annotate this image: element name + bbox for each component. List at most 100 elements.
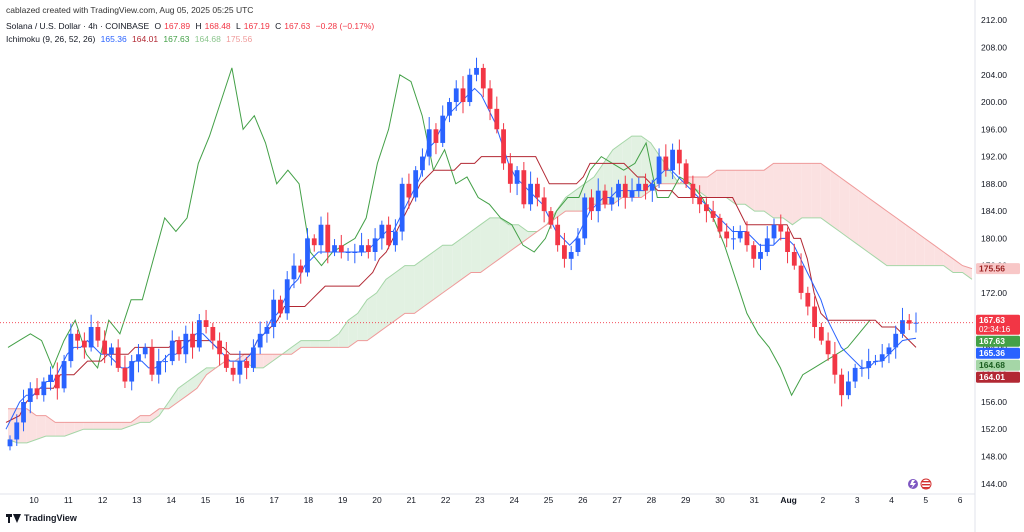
cloud-segment — [499, 217, 509, 259]
candle-body — [609, 197, 615, 205]
candle-body — [34, 388, 40, 396]
candle-body — [758, 252, 763, 259]
cloud-segment — [414, 258, 424, 314]
candle-body — [731, 238, 736, 240]
candle-body — [480, 67, 486, 89]
candle-body — [190, 333, 195, 348]
candle-body — [873, 361, 878, 363]
lagging-span-line — [7, 67, 871, 397]
price-label-value: 167.63 — [979, 336, 1005, 346]
candle-body — [649, 183, 655, 191]
candle-body — [129, 361, 135, 382]
candle-body — [217, 340, 222, 355]
x-tick-label: 13 — [132, 495, 142, 505]
cloud-segment — [471, 224, 481, 273]
price-label-box — [976, 314, 1020, 335]
cloud-segment — [707, 170, 717, 198]
candle-body — [183, 333, 189, 355]
candle-body — [636, 183, 642, 191]
cloud-segment — [792, 163, 802, 225]
candle-body — [115, 347, 121, 368]
candle-body — [338, 245, 344, 252]
y-tick-label: 212.00 — [981, 15, 1007, 25]
candle-body — [886, 347, 892, 355]
candle-body — [676, 149, 682, 164]
price-axis[interactable]: 144.00148.00152.00156.00160.00164.00168.… — [981, 15, 1007, 489]
ohlc-open: O 167.89 — [154, 21, 191, 31]
candle-body — [791, 252, 797, 266]
x-tick-label: 31 — [750, 495, 760, 505]
candle-body — [555, 224, 561, 246]
price-label-box — [976, 371, 1020, 383]
candle-body — [68, 333, 74, 362]
x-tick-label: 22 — [441, 495, 451, 505]
time-axis[interactable]: 10 11 12 13 14 15 16 17 18 19 20 21 22 23 24 25 26 27 28 29… — [29, 495, 962, 505]
candle-body — [622, 183, 628, 198]
candle-body — [913, 322, 919, 324]
cloud-segment — [442, 245, 453, 293]
candle-body — [210, 326, 216, 341]
cloud-segment — [102, 422, 112, 430]
ichimoku-cloud — [7, 135, 973, 444]
x-tick-label: 14 — [166, 495, 176, 505]
cloud-segment — [395, 265, 405, 321]
symbol-legend[interactable]: Solana / U.S. Dollar · 4h · COINBASE O 16… — [6, 21, 377, 31]
candle-body — [413, 170, 419, 198]
x-tick-label: 4 — [889, 495, 894, 505]
y-tick-label: 156.00 — [981, 397, 1007, 407]
cloud-segment — [461, 231, 472, 280]
price-label-value: 165.36 — [979, 348, 1005, 358]
candle-body — [136, 354, 141, 362]
candle-body — [426, 129, 432, 157]
tradingview-brand[interactable]: TradingView — [6, 513, 77, 523]
candle-body — [616, 183, 621, 198]
brand-name: TradingView — [24, 513, 77, 523]
candle-body — [54, 374, 60, 389]
cloud-segment — [962, 265, 972, 280]
candle-body — [595, 190, 601, 212]
cloud-segment — [849, 183, 859, 246]
candle-body — [906, 320, 912, 324]
y-tick-label: 148.00 — [981, 452, 1007, 462]
candle-body — [21, 401, 26, 423]
candle-body — [785, 231, 790, 252]
candle-body — [562, 245, 567, 259]
candle-body — [399, 183, 405, 232]
cloud-segment — [338, 320, 349, 348]
cloud-segment — [735, 170, 746, 205]
candle-body — [230, 367, 236, 375]
cloud-segment — [310, 340, 320, 348]
candle-body — [629, 190, 635, 198]
cloud-segment — [348, 313, 358, 348]
candle-body — [717, 217, 723, 232]
grid-lines — [0, 0, 976, 532]
cloud-segment — [64, 422, 75, 437]
candle-body — [7, 439, 13, 447]
candle-body — [487, 88, 493, 109]
base-line — [5, 156, 917, 423]
y-tick-label: 196.00 — [981, 124, 1007, 134]
candle-body — [433, 129, 439, 143]
cloud-segment — [754, 170, 765, 212]
cloud-segment — [140, 415, 150, 423]
price-label-value: 175.56 — [979, 264, 1005, 274]
candle-body — [521, 170, 527, 205]
lightning-glyph-icon — [910, 480, 916, 489]
cloud-segment — [830, 170, 840, 232]
candle-body — [359, 245, 364, 252]
candle-body — [149, 347, 155, 375]
candle-body — [494, 108, 500, 130]
candle-body — [460, 88, 466, 103]
replay-icons[interactable] — [908, 478, 932, 490]
candle-body — [507, 163, 513, 184]
ichimoku-legend[interactable]: Ichimoku (9, 26, 52, 26) 165.36 164.01 1… — [6, 34, 255, 44]
price-label-value: 167.63 — [979, 315, 1005, 325]
candlesticks[interactable] — [7, 57, 919, 451]
price-label-box — [976, 263, 1020, 275]
candle-body — [845, 381, 851, 396]
ohlc-close: C 167.63 — [275, 21, 311, 31]
cloud-segment — [905, 224, 916, 266]
candle-body — [251, 347, 256, 368]
ichimoku-kijun-value: 164.01 — [132, 34, 159, 44]
